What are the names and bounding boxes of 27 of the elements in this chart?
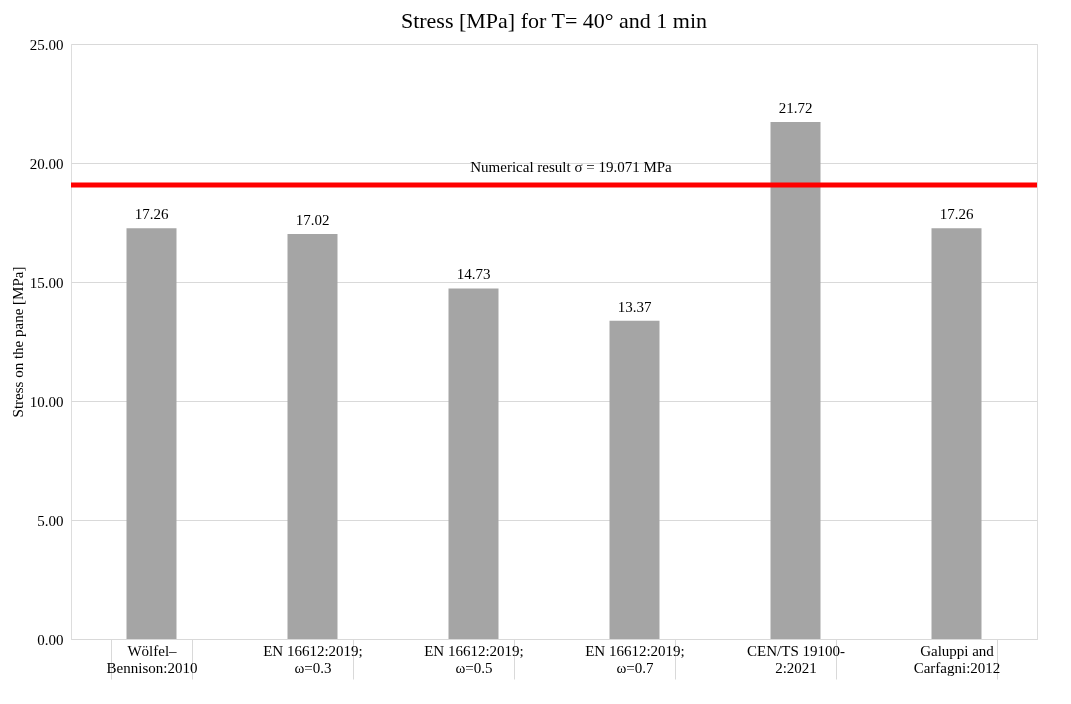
x-tick-label: Galuppi and Carfagni:2012 bbox=[913, 642, 1001, 676]
x-tick-label: EN 16612:2019; ω=0.5 bbox=[424, 642, 524, 676]
y-tick-label: 25.00 bbox=[29, 36, 64, 53]
y-tick-label: 20.00 bbox=[29, 155, 64, 172]
chart-title: Stress [MPa] for T= 40° and 1 min bbox=[400, 8, 708, 33]
x-tick-label: EN 16612:2019; ω=0.3 bbox=[263, 642, 363, 676]
y-tick-label: 0.00 bbox=[37, 631, 64, 648]
data-label: 17.26 bbox=[939, 206, 974, 223]
bar bbox=[931, 228, 982, 639]
bar bbox=[609, 320, 660, 639]
bar bbox=[287, 233, 338, 639]
data-label: 17.02 bbox=[295, 211, 330, 228]
ref-line-label: Numerical result σ = 19.071 MPa bbox=[470, 159, 673, 176]
data-label: 17.26 bbox=[134, 206, 169, 223]
x-tick-label: CEN/TS 19100-2:2021 bbox=[747, 642, 845, 676]
x-tick-label: EN 16612:2019; ω=0.7 bbox=[585, 642, 685, 676]
data-label: 13.37 bbox=[617, 298, 652, 315]
bar bbox=[126, 228, 177, 639]
y-axis-title: Stress on the pane [MPa] bbox=[9, 266, 26, 418]
x-tick-label: Wölfel–Bennison:2010 bbox=[106, 642, 198, 676]
bar bbox=[448, 288, 499, 639]
bar bbox=[770, 122, 821, 639]
y-tick-label: 10.00 bbox=[29, 393, 64, 410]
data-label: 14.73 bbox=[456, 266, 491, 283]
y-tick-label: 5.00 bbox=[37, 512, 64, 529]
data-label: 21.72 bbox=[778, 100, 813, 117]
y-tick-label: 15.00 bbox=[29, 274, 64, 291]
